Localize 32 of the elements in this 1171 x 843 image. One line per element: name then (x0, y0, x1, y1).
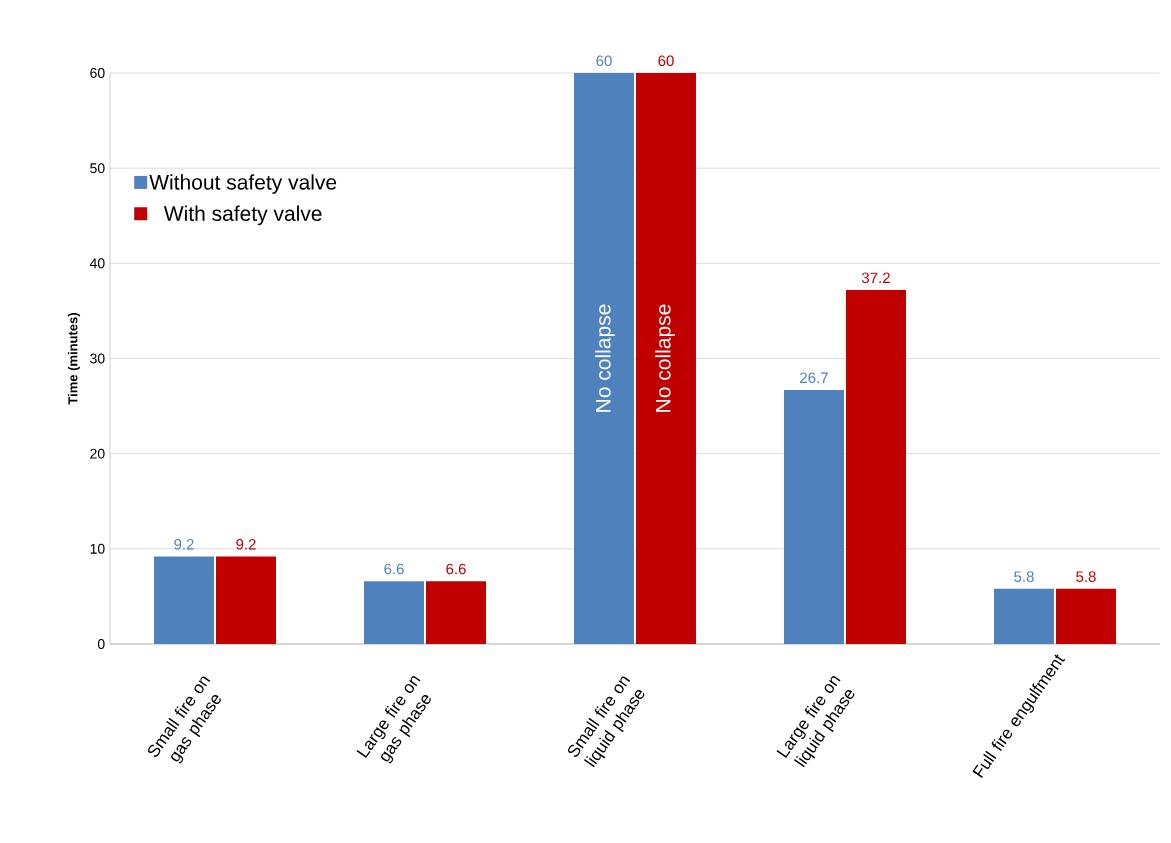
data-label: 5.8 (1014, 571, 1034, 582)
legend-label: Without safety valve (149, 174, 337, 194)
y-tick-label: 50 (90, 163, 105, 174)
y-tick-label: 60 (90, 68, 105, 78)
data-label: 37.2 (861, 272, 890, 284)
data-label: 6.6 (446, 563, 466, 575)
bar (783, 389, 844, 644)
bar (363, 581, 424, 644)
bar (993, 588, 1054, 644)
data-label: 60 (658, 55, 674, 67)
legend-label: With safety valve (163, 205, 322, 226)
bar (845, 289, 906, 644)
bar (635, 72, 696, 644)
bar (216, 556, 276, 644)
data-label: 26.7 (800, 372, 828, 384)
y-tick-label: 10 (90, 543, 105, 554)
y-axis-title: Time (minutes) (67, 313, 81, 405)
data-label: 9.2 (174, 538, 194, 550)
annotation: No collapse (655, 304, 675, 412)
y-tick-label: 40 (89, 258, 105, 269)
annotation: No collapse (595, 304, 615, 412)
bar (154, 556, 214, 644)
y-tick-label: 0 (97, 639, 105, 649)
bar (425, 581, 486, 644)
data-label: 5.8 (1076, 571, 1096, 582)
bar (573, 72, 634, 644)
data-label: 60 (596, 55, 612, 67)
y-tick-label: 20 (90, 448, 105, 459)
y-tick-label: 30 (90, 353, 105, 364)
data-label: 9.2 (236, 538, 256, 550)
bar (1055, 588, 1116, 644)
data-label: 6.6 (384, 563, 404, 575)
